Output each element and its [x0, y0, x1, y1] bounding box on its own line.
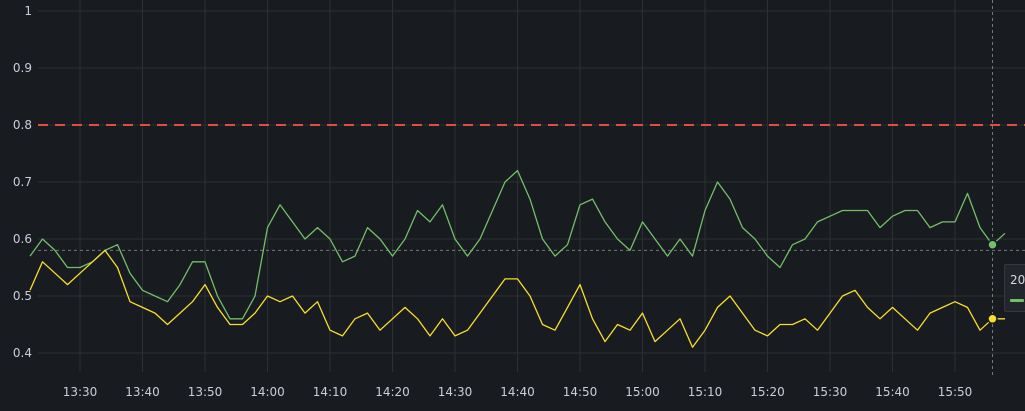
- x-tick-label: 15:10: [688, 385, 723, 399]
- y-tick-label: 0.8: [13, 118, 32, 132]
- x-tick-label: 15:30: [813, 385, 848, 399]
- y-tick-label: 0.5: [13, 289, 32, 303]
- hover-point-1: [987, 239, 998, 250]
- x-tick-label: 15:40: [875, 385, 910, 399]
- x-tick-label: 15:50: [938, 385, 973, 399]
- y-tick-label: 0.9: [13, 61, 32, 75]
- x-tick-label: 14:20: [375, 385, 410, 399]
- x-tick-label: 14:30: [438, 385, 473, 399]
- x-tick-label: 13:50: [188, 385, 223, 399]
- y-tick-label: 0.4: [13, 346, 32, 360]
- y-tick-label: 0.7: [13, 175, 32, 189]
- series-line-1: [29, 169, 1006, 320]
- x-tick-label: 15:20: [750, 385, 785, 399]
- x-tick-label: 14:50: [563, 385, 598, 399]
- x-tick-label: 14:10: [313, 385, 348, 399]
- tooltip-series-swatch: [1010, 299, 1024, 302]
- hover-tooltip: 20: [1004, 264, 1025, 312]
- tooltip-time-label: 20: [1010, 273, 1025, 287]
- hover-point-2: [987, 313, 998, 325]
- series-line-2: [29, 249, 1005, 348]
- x-tick-label: 14:00: [250, 385, 285, 399]
- x-tick-label: 13:40: [125, 385, 160, 399]
- y-tick-label: 1: [24, 4, 32, 18]
- x-tick-label: 15:00: [625, 385, 660, 399]
- x-tick-label: 14:40: [500, 385, 535, 399]
- y-tick-label: 0.6: [13, 232, 32, 246]
- x-tick-label: 13:30: [63, 385, 98, 399]
